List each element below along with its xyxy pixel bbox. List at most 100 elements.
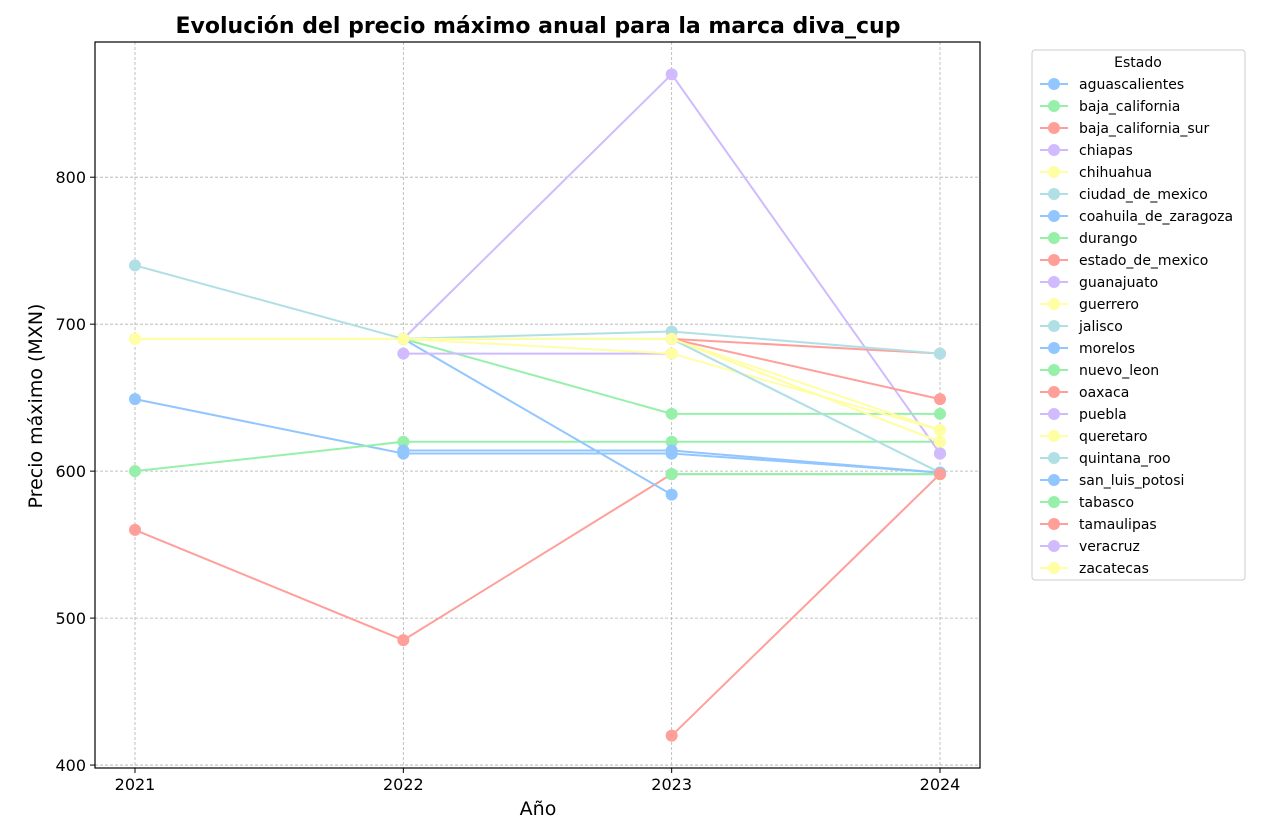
data-point <box>665 407 678 420</box>
y-tick-label: 400 <box>55 756 86 775</box>
data-point <box>129 393 141 406</box>
legend-label: tabasco <box>1079 495 1134 511</box>
legend-marker <box>1048 496 1060 508</box>
series-line <box>135 337 941 431</box>
legend-marker <box>1048 408 1060 420</box>
legend-item-chiapas: chiapas <box>1040 143 1133 159</box>
legend-items: aguascalientes baja_california baja_califo… <box>1040 77 1233 577</box>
legend-item-jalisco: jalisco <box>1040 319 1123 335</box>
legend-item-guerrero: guerrero <box>1040 297 1139 313</box>
data-point <box>934 393 946 406</box>
legend-label: queretaro <box>1079 429 1148 445</box>
legend-marker <box>1048 430 1060 442</box>
legend-label: ciudad_de_mexico <box>1079 187 1208 203</box>
data-point <box>665 347 678 360</box>
legend-frame <box>1031 49 1246 581</box>
data-point <box>397 634 410 647</box>
legend-label: durango <box>1079 231 1137 247</box>
legend-marker <box>1048 232 1060 244</box>
legend-label: guanajuato <box>1079 275 1158 291</box>
legend-item-zacatecas: zacatecas <box>1040 561 1149 577</box>
legend-label: zacatecas <box>1079 561 1149 577</box>
legend-marker <box>1048 364 1060 376</box>
series-line <box>671 337 941 443</box>
legend-item-baja_california_sur: baja_california_sur <box>1040 121 1210 137</box>
legend-label: nuevo_leon <box>1079 363 1159 379</box>
chart-title: Evolución del precio máximo anual para l… <box>176 14 901 39</box>
data-point <box>397 435 410 448</box>
data-point <box>934 447 946 460</box>
legend-marker <box>1048 298 1060 310</box>
data-point <box>934 468 946 481</box>
data-point <box>934 347 946 360</box>
y-tick-label: 800 <box>55 168 86 187</box>
series-layer <box>129 68 946 742</box>
data-point <box>129 259 141 272</box>
legend-marker <box>1048 320 1060 332</box>
legend-label: aguascalientes <box>1079 77 1184 93</box>
x-tick-label: 2021 <box>115 775 156 794</box>
legend-marker <box>1048 540 1060 552</box>
legend: Estado aguascalientes baja_californiabaja… <box>1031 49 1246 581</box>
legend-label: san_luis_potosi <box>1079 473 1184 489</box>
legend-title: Estado <box>1114 55 1162 71</box>
x-tick-label: 2022 <box>383 775 424 794</box>
legend-marker <box>1048 254 1060 266</box>
data-point <box>665 435 678 448</box>
legend-marker <box>1048 386 1060 398</box>
legend-item-baja_california: baja_california <box>1040 99 1180 115</box>
series-line <box>134 440 940 473</box>
axes-layer: 2021 2022 2023 2024 400 500 600 700 800 <box>55 41 981 794</box>
data-point <box>665 68 678 81</box>
series-line <box>671 337 941 474</box>
series-line <box>671 337 941 355</box>
legend-label: baja_california <box>1079 99 1180 115</box>
data-point <box>129 332 141 345</box>
data-point <box>934 423 946 436</box>
series-aguascalientes <box>129 393 946 479</box>
legend-marker <box>1048 144 1060 156</box>
legend-item-coahuila_de_zaragoza: coahuila_de_zaragoza <box>1040 209 1233 225</box>
legend-item-durango: durango <box>1040 231 1137 247</box>
data-point <box>397 444 410 457</box>
legend-item-queretaro: queretaro <box>1040 429 1148 445</box>
legend-marker <box>1048 188 1060 200</box>
data-point <box>665 488 678 501</box>
series-morelos <box>397 447 678 460</box>
data-point <box>665 444 678 457</box>
legend-label: baja_california_sur <box>1079 121 1210 137</box>
legend-label: puebla <box>1079 407 1127 423</box>
series-coahuila_de_zaragoza <box>397 332 678 501</box>
series-tamaulipas <box>665 468 946 742</box>
legend-marker <box>1048 166 1060 178</box>
data-point <box>129 523 141 536</box>
data-point <box>665 332 678 345</box>
legend-label: coahuila_de_zaragoza <box>1079 209 1233 225</box>
legend-item-ciudad_de_mexico: ciudad_de_mexico <box>1040 187 1208 203</box>
legend-label: chiapas <box>1079 143 1133 159</box>
data-point <box>397 347 410 360</box>
legend-marker <box>1048 562 1060 574</box>
data-point <box>934 407 946 420</box>
y-tick-label: 700 <box>55 315 86 334</box>
legend-item-nuevo_leon: nuevo_leon <box>1040 363 1159 379</box>
legend-marker <box>1048 276 1060 288</box>
series-line <box>134 398 941 474</box>
series-zacatecas <box>397 332 946 436</box>
series-ciudad_de_mexico <box>129 259 946 479</box>
legend-item-oaxaca: oaxaca <box>1040 385 1129 401</box>
series-veracruz <box>934 447 946 460</box>
series-line <box>402 338 673 496</box>
legend-label: morelos <box>1079 341 1135 357</box>
x-tick-label: 2024 <box>920 775 961 794</box>
plot-frame <box>94 41 981 769</box>
legend-item-puebla: puebla <box>1040 407 1127 423</box>
legend-label: veracruz <box>1079 539 1140 555</box>
series-baja_california_sur <box>129 468 946 647</box>
legend-marker <box>1048 122 1060 134</box>
data-point <box>665 468 678 481</box>
series-line <box>134 473 940 642</box>
legend-label: guerrero <box>1079 297 1139 313</box>
